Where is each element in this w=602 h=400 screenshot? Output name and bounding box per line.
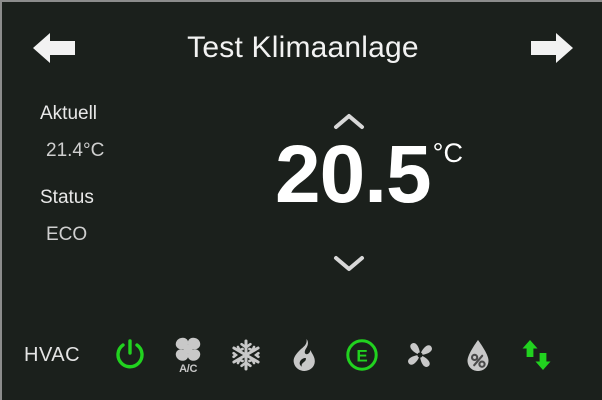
current-temp-value: 21.4°C [46,140,105,161]
svg-text:E: E [356,347,367,366]
readout-panel: Aktuell 21.4°C Status ECO [40,104,250,244]
setpoint-value: 20.5 [275,129,432,220]
eco-button[interactable]: E [336,329,388,381]
humidity-icon [465,339,491,372]
next-device-button[interactable] [526,28,578,68]
swing-icon [520,338,552,372]
decrease-temperature-button[interactable] [254,250,444,276]
fan-button[interactable] [394,329,446,381]
power-button[interactable] [104,329,156,381]
ac-fan-icon [173,336,203,363]
arrow-right-icon [531,31,573,65]
current-temp-label: Aktuell [40,103,98,124]
fan-icon [403,339,437,371]
status-value: ECO [46,224,88,245]
flame-icon [290,338,318,372]
chevron-down-icon [333,254,365,272]
power-icon [113,338,147,372]
previous-device-button[interactable] [28,28,80,68]
header-bar: Test Klimaanlage [2,2,602,94]
ac-sublabel: A/C [179,362,198,375]
setpoint-temperature[interactable]: 20.5 °C [254,129,484,246]
swing-button[interactable] [510,329,562,381]
setpoint-unit: °C [432,138,463,168]
heat-button[interactable] [278,329,330,381]
status-label: Status [40,187,94,208]
humidity-button[interactable] [452,329,504,381]
eco-icon: E [345,338,379,372]
chevron-up-icon [333,112,365,130]
arrow-left-icon [33,31,75,65]
hvac-icon-bar: HVAC [2,308,602,400]
increase-temperature-button[interactable] [254,108,444,134]
page-title: Test Klimaanlage [187,31,419,64]
cool-button[interactable] [220,329,272,381]
snowflake-icon [229,338,263,372]
hvac-label: HVAC [24,343,81,366]
setpoint-panel: 20.5 °C [254,94,564,308]
ac-button[interactable]: A/C [162,329,214,381]
body-area: Aktuell 21.4°C Status ECO 20.5 °C [2,94,602,308]
